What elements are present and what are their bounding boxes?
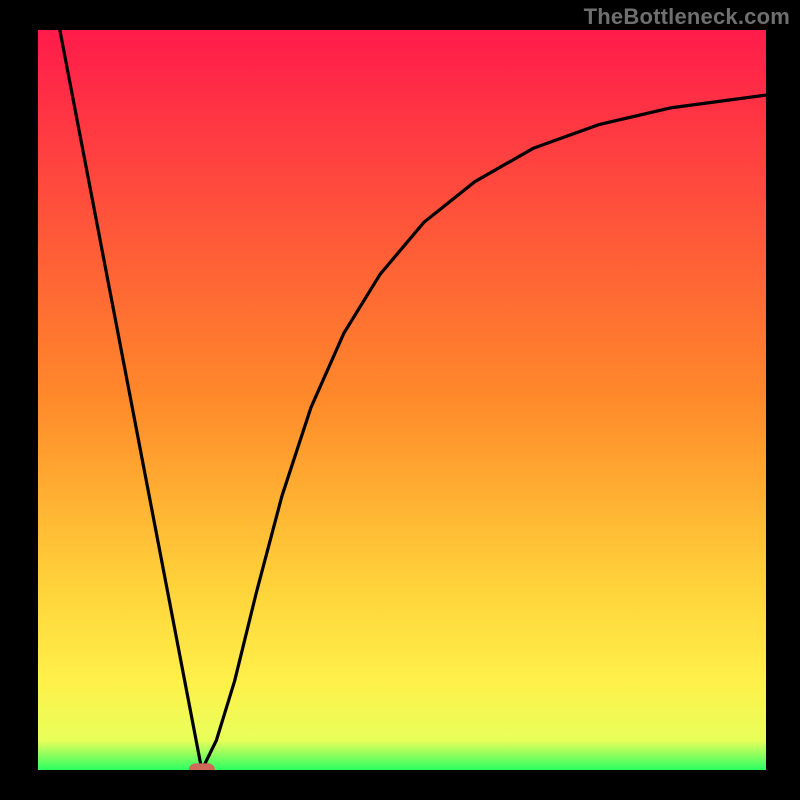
curve-left-branch [60,30,202,770]
curve-right-branch [202,95,766,770]
bottleneck-marker [189,763,215,770]
watermark-text: TheBottleneck.com [584,4,790,30]
bottleneck-curve [38,30,766,770]
chart-stage: TheBottleneck.com [0,0,800,800]
plot-area [38,30,766,770]
